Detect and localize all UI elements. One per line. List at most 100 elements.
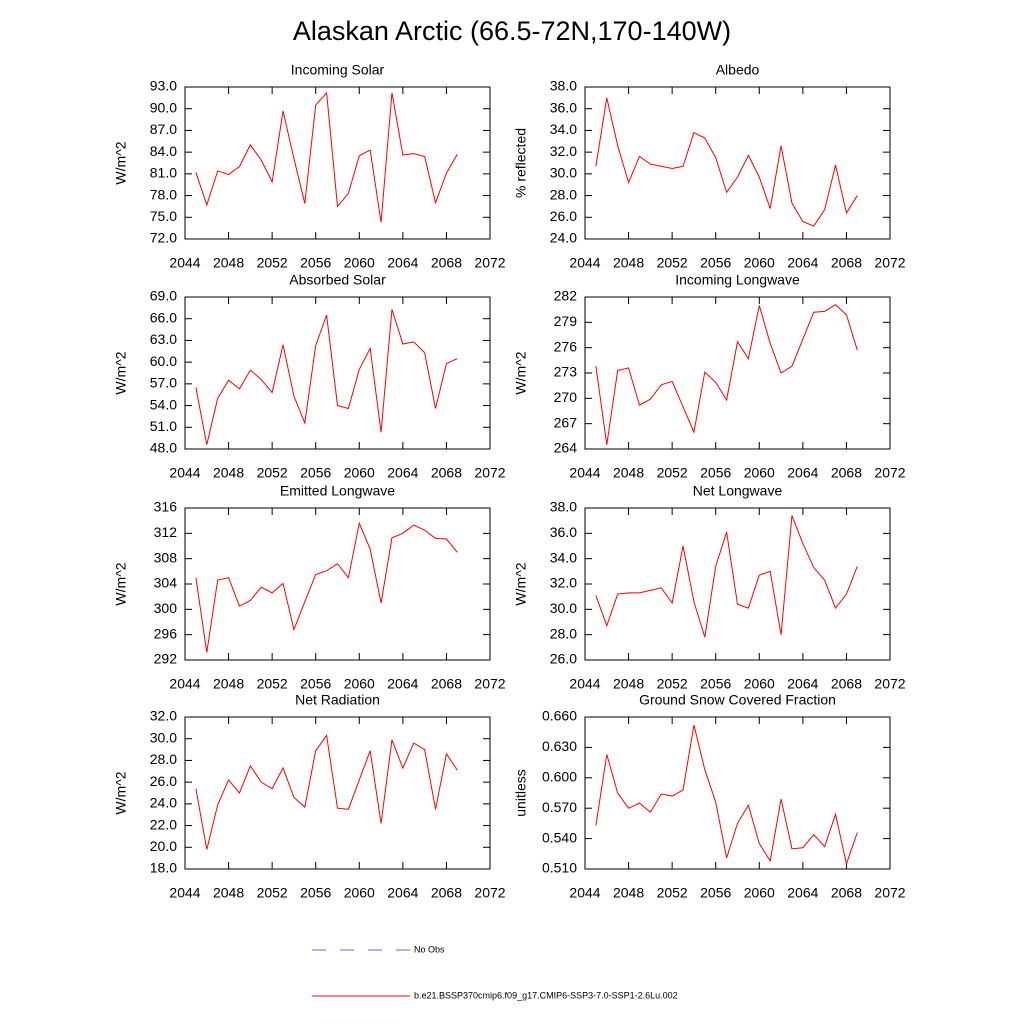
y-tick-label: 0.540 [542,829,577,845]
x-tick-label: 2044 [569,465,600,481]
y-tick-label: 18.0 [150,860,177,876]
x-tick-label: 2044 [569,885,600,901]
data-line [595,724,858,866]
x-tick-label: 2060 [344,255,375,271]
x-tick-label: 2072 [874,676,905,692]
panel-title: Ground Snow Covered Fraction [639,692,836,708]
y-tick-label: 26.0 [150,773,177,789]
y-tick-label: 28.0 [550,186,577,202]
panel-title: Absorbed Solar [289,272,386,288]
y-tick-label: 38.0 [550,499,577,515]
y-tick-label: 30.0 [550,600,577,616]
y-tick-label: 300 [154,600,178,616]
y-tick-label: 93.0 [150,78,177,94]
data-line [595,97,858,227]
y-tick-label: 38.0 [550,78,577,94]
y-tick-label: 264 [554,440,578,456]
x-tick-label: 2052 [257,255,288,271]
y-tick-label: 273 [554,364,578,380]
x-tick-label: 2068 [431,885,462,901]
y-tick-label: 26.0 [550,208,577,224]
y-tick-label: 32.0 [550,575,577,591]
y-tick-label: 279 [554,313,578,329]
y-tick-label: 66.0 [150,309,177,325]
y-tick-label: 20.0 [150,838,177,854]
x-tick-label: 2044 [169,255,200,271]
x-tick-label: 2064 [387,885,418,901]
y-tick-label: 312 [154,524,178,540]
x-tick-label: 2072 [474,255,505,271]
x-tick-label: 2060 [744,885,775,901]
x-tick-label: 2056 [700,465,731,481]
x-tick-label: 2056 [300,676,331,692]
y-tick-label: 292 [154,651,178,667]
y-axis-label: % reflected [513,128,529,198]
y-tick-label: 270 [554,389,578,405]
legend-label: b.e21.BSSP370cmip6.f09_g17.CMIP6-SSP3-7.… [414,990,678,1000]
plot-frame [584,296,891,450]
x-tick-label: 2060 [344,676,375,692]
x-tick-label: 2064 [787,255,818,271]
y-tick-label: 32.0 [550,143,577,159]
panel-title: Albedo [716,62,760,78]
y-tick-label: 0.600 [542,769,577,785]
data-line [595,515,858,638]
x-tick-label: 2068 [431,676,462,692]
x-tick-label: 2048 [613,255,644,271]
x-tick-label: 2068 [831,676,862,692]
data-line [195,521,458,653]
x-tick-label: 2044 [169,885,200,901]
x-tick-label: 2068 [431,465,462,481]
x-tick-label: 2056 [700,255,731,271]
y-tick-label: 296 [154,625,178,641]
x-tick-label: 2072 [874,465,905,481]
y-tick-label: 54.0 [150,396,177,412]
x-tick-label: 2048 [613,465,644,481]
x-tick-label: 2064 [387,255,418,271]
y-tick-label: 24.0 [150,795,177,811]
x-tick-label: 2064 [787,465,818,481]
legend-label: No Obs [414,944,445,954]
x-tick-label: 2056 [300,255,331,271]
y-tick-label: 81.0 [150,165,177,181]
x-tick-label: 2060 [744,465,775,481]
x-tick-label: 2048 [613,885,644,901]
y-tick-label: 0.630 [542,738,577,754]
y-tick-label: 22.0 [150,816,177,832]
y-axis-label: W/m^2 [113,351,129,394]
y-tick-label: 304 [154,575,178,591]
panel-title: Net Radiation [295,692,380,708]
x-tick-label: 2048 [213,255,244,271]
x-tick-label: 2052 [257,676,288,692]
x-tick-label: 2048 [613,676,644,692]
x-tick-label: 2056 [300,465,331,481]
x-tick-label: 2052 [257,885,288,901]
x-tick-label: 2048 [213,676,244,692]
y-tick-label: 34.0 [550,121,577,137]
x-tick-label: 2072 [474,676,505,692]
x-tick-label: 2064 [387,465,418,481]
y-tick-label: 30.0 [550,165,577,181]
y-tick-label: 63.0 [150,331,177,347]
x-tick-label: 2072 [874,885,905,901]
y-tick-label: 36.0 [550,99,577,115]
y-tick-label: 57.0 [150,375,177,391]
y-tick-label: 32.0 [150,708,177,724]
x-tick-label: 2048 [213,465,244,481]
y-axis-label: W/m^2 [113,141,129,184]
plot-frame [584,86,891,240]
y-tick-label: 0.570 [542,799,577,815]
x-tick-label: 2060 [744,255,775,271]
data-line [195,309,458,445]
x-tick-label: 2068 [831,465,862,481]
data-line [195,734,458,850]
y-tick-label: 75.0 [150,208,177,224]
x-tick-label: 2048 [213,885,244,901]
y-tick-label: 78.0 [150,186,177,202]
panel-title: Emitted Longwave [280,483,395,499]
x-tick-label: 2044 [169,465,200,481]
panel-title: Incoming Longwave [675,272,800,288]
x-tick-label: 2060 [344,885,375,901]
y-tick-label: 28.0 [550,625,577,641]
